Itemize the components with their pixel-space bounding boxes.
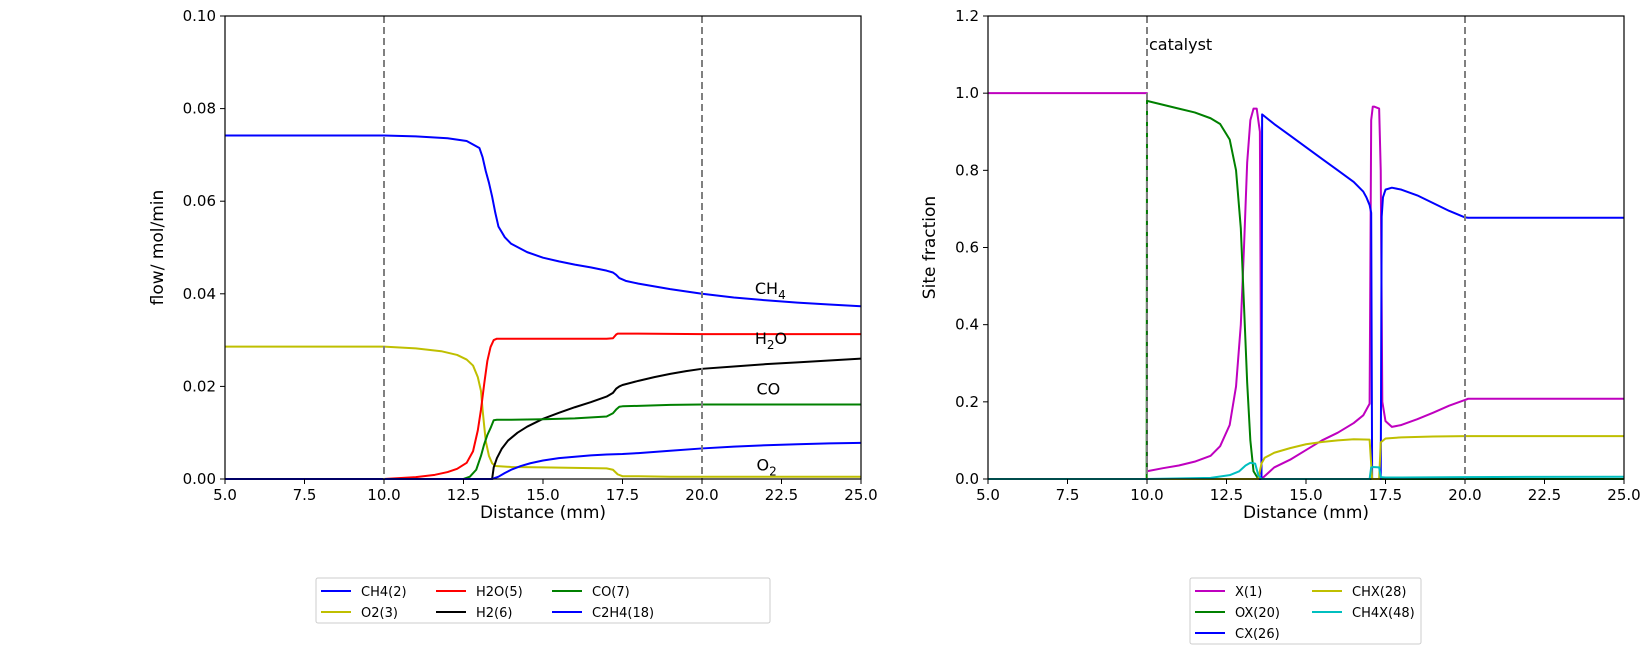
plot-frame	[987, 15, 1625, 480]
y-tick-label: 0.6	[955, 239, 979, 257]
series-line-c2h4-18	[225, 441, 861, 480]
legend-item-ch4x-48: CH4X(48)	[1312, 606, 1415, 621]
annotation-h2o: H2O	[755, 329, 787, 352]
y-tick-label: 0.06	[183, 192, 216, 210]
x-tick-label: 15.0	[526, 486, 559, 504]
x-tick-label: 20.0	[685, 486, 718, 504]
x-axis-title: Distance (mm)	[1243, 503, 1369, 523]
legend-item-x-1: X(1)	[1195, 585, 1262, 600]
x-tick-label: 25.0	[1607, 486, 1640, 504]
series-line-x-1	[988, 92, 1624, 480]
y-tick-label: 0.4	[955, 316, 979, 334]
legend: CH4(2) O2(3) H2O(5) H2(6) CO(7) C2H4(18)	[315, 577, 771, 624]
x-tick-label: 15.0	[1289, 486, 1322, 504]
x-axis-title: Distance (mm)	[480, 503, 606, 523]
legend-label: CX(26)	[1235, 627, 1280, 642]
y-tick-label: 0.00	[183, 470, 216, 488]
series-group	[225, 134, 861, 480]
legend-item-cx-26: CX(26)	[1195, 627, 1280, 642]
annotation-subscript: 2	[767, 338, 775, 352]
legend-item-h2o-5: H2O(5)	[436, 585, 523, 600]
series-line-o2-3	[225, 345, 861, 478]
legend-label: CH4(2)	[361, 585, 407, 600]
legend-label: CO(7)	[592, 585, 630, 600]
y-tick-label: 0.10	[183, 7, 216, 25]
y-tick-label: 0.0	[955, 470, 979, 488]
chart-panel-1: 5.0 7.5 10.0 12.5 15.0 17.5 20.0 22.5 25.0 0.00 0.…	[148, 7, 878, 624]
annotation-main: CO	[756, 380, 780, 399]
plot-frame	[224, 15, 862, 480]
y-tick-label: 1.0	[955, 84, 979, 102]
x-tick-label: 12.5	[1210, 486, 1243, 504]
annotation-main: H	[755, 329, 767, 348]
y-tick-label: 0.08	[183, 100, 216, 118]
legend-label: O2(3)	[361, 606, 398, 621]
x-tick-label: 7.5	[293, 486, 317, 504]
annotation-main: O	[756, 456, 769, 475]
legend-item-ox-20: OX(20)	[1195, 606, 1280, 621]
x-tick-label: 25.0	[844, 486, 877, 504]
annotation-o2: O2	[756, 456, 776, 479]
series-line-h2o-5	[225, 332, 861, 480]
legend-item-c2h4-18: C2H4(18)	[552, 606, 654, 621]
legend-item-ch4-2: CH4(2)	[321, 585, 407, 600]
legend-label: C2H4(18)	[592, 606, 654, 621]
annotation-catalyst: catalyst	[1149, 35, 1212, 54]
x-tick-label: 10.0	[1130, 486, 1163, 504]
series-line-co-7	[225, 403, 861, 480]
annotation-main: catalyst	[1149, 35, 1212, 54]
x-tick-label: 5.0	[976, 486, 1000, 504]
series-line-chx-28	[988, 435, 1624, 480]
x-tick-label: 5.0	[213, 486, 237, 504]
series-line-ch4-2	[225, 134, 861, 308]
series-line-ch4x-48	[988, 461, 1624, 480]
x-tick-label: 7.5	[1056, 486, 1080, 504]
legend-item-chx-28: CHX(28)	[1312, 585, 1406, 600]
annotation-co: CO	[756, 380, 780, 399]
series-line-h2-6	[225, 357, 861, 480]
legend-label: H2(6)	[476, 606, 512, 621]
x-tick-label: 10.0	[367, 486, 400, 504]
legend-label: CH4X(48)	[1352, 606, 1415, 621]
annotation-subscript: 2	[769, 465, 777, 479]
legend-box	[1189, 577, 1422, 645]
legend: X(1) OX(20) CX(26) CHX(28) CH4X(48)	[1189, 577, 1422, 645]
y-axis-title: Site fraction	[920, 196, 940, 299]
legend-item-co-7: CO(7)	[552, 585, 630, 600]
annotation-suffix: O	[775, 329, 788, 348]
y-tick-label: 0.8	[955, 161, 979, 179]
y-tick-label: 0.02	[183, 377, 216, 395]
series-group	[988, 92, 1624, 480]
x-tick-label: 22.5	[765, 486, 798, 504]
series-line-ox-20	[988, 99, 1624, 480]
x-tick-label: 12.5	[447, 486, 480, 504]
y-tick-label: 1.2	[955, 7, 979, 25]
x-tick-label: 17.5	[1369, 486, 1402, 504]
legend-item-o2-3: O2(3)	[321, 606, 398, 621]
legend-item-h2-6: H2(6)	[436, 606, 512, 621]
series-line-cx-26	[988, 113, 1624, 480]
chart-panel-2: 5.0 7.5 10.0 12.5 15.0 17.5 20.0 22.5 25.0 0.0 0.2…	[920, 7, 1641, 645]
x-tick-label: 22.5	[1528, 486, 1561, 504]
y-tick-label: 0.04	[183, 285, 216, 303]
y-axis-title: flow/ mol/min	[148, 190, 168, 306]
annotation-main: CH	[755, 279, 778, 298]
legend-box	[315, 577, 771, 624]
annotation-ch4: CH4	[755, 279, 786, 302]
annotation-subscript: 4	[778, 288, 786, 302]
x-tick-label: 17.5	[606, 486, 639, 504]
legend-label: X(1)	[1235, 585, 1262, 600]
legend-label: H2O(5)	[476, 585, 523, 600]
legend-label: CHX(28)	[1352, 585, 1406, 600]
legend-label: OX(20)	[1235, 606, 1280, 621]
y-tick-label: 0.2	[955, 393, 979, 411]
x-tick-label: 20.0	[1448, 486, 1481, 504]
